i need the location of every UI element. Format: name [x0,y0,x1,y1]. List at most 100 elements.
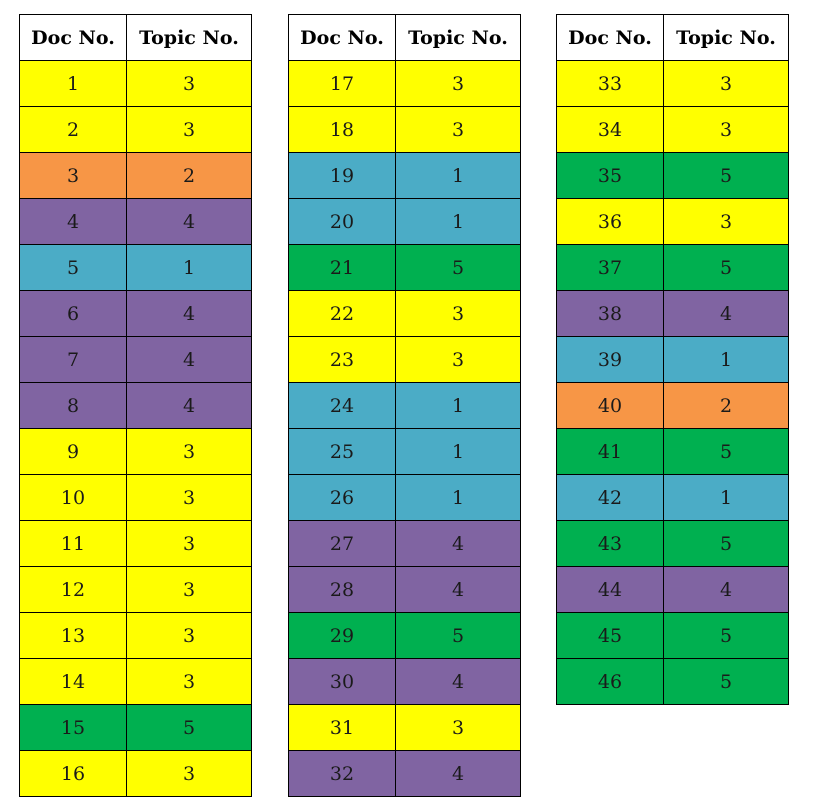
topic-no-cell: 3 [663,60,789,107]
table-row: 31 3 [288,704,521,751]
topic-no-cell: 4 [395,750,521,797]
table-row: 22 3 [288,290,521,337]
table-row: 30 4 [288,658,521,705]
table-row: 11 3 [19,520,252,567]
table-row: 10 3 [19,474,252,521]
table-row: 27 4 [288,520,521,567]
table-row: 41 5 [556,428,789,475]
doc-no-cell: 21 [288,244,396,291]
table-row: 39 1 [556,336,789,383]
doc-no-cell: 3 [19,152,127,199]
doc-no-cell: 38 [556,290,664,337]
topic-no-header: Topic No. [395,14,521,61]
topic-no-header: Topic No. [663,14,789,61]
doc-no-cell: 7 [19,336,127,383]
doc-no-cell: 18 [288,106,396,153]
doc-no-cell: 37 [556,244,664,291]
table-row: 15 5 [19,704,252,751]
topic-no-cell: 3 [395,704,521,751]
topic-no-cell: 4 [395,658,521,705]
table-row: 28 4 [288,566,521,613]
doc-no-cell: 42 [556,474,664,521]
doc-topic-table-2: Doc No. Topic No. 17 3 18 3 19 1 20 1 21 5 22 3 23 3 2… [288,14,521,797]
topic-no-cell: 3 [395,60,521,107]
header-row: Doc No. Topic No. [556,14,789,61]
topic-no-cell: 3 [126,520,252,567]
table-row: 23 3 [288,336,521,383]
doc-no-cell: 15 [19,704,127,751]
doc-no-cell: 30 [288,658,396,705]
header-row: Doc No. Topic No. [288,14,521,61]
doc-no-header: Doc No. [556,14,664,61]
table-row: 25 1 [288,428,521,475]
table-row: 34 3 [556,106,789,153]
topic-no-cell: 5 [663,520,789,567]
table-row: 19 1 [288,152,521,199]
table-row: 42 1 [556,474,789,521]
topic-no-cell: 3 [126,106,252,153]
table-row: 32 4 [288,750,521,797]
table-row: 16 3 [19,750,252,797]
topic-no-cell: 3 [126,658,252,705]
topic-no-cell: 3 [395,290,521,337]
doc-topic-table-3: Doc No. Topic No. 33 3 34 3 35 5 36 3 37 5 38 4 39 1 4… [556,14,789,705]
topic-no-cell: 1 [663,336,789,383]
doc-no-cell: 9 [19,428,127,475]
doc-no-cell: 29 [288,612,396,659]
doc-no-cell: 35 [556,152,664,199]
table-row: 18 3 [288,106,521,153]
doc-no-cell: 32 [288,750,396,797]
table-row: 45 5 [556,612,789,659]
doc-no-cell: 39 [556,336,664,383]
table-row: 26 1 [288,474,521,521]
topic-no-cell: 4 [126,336,252,383]
topic-no-cell: 5 [663,658,789,705]
doc-no-cell: 16 [19,750,127,797]
doc-no-cell: 44 [556,566,664,613]
doc-no-cell: 27 [288,520,396,567]
table-row: 40 2 [556,382,789,429]
doc-no-cell: 12 [19,566,127,613]
topic-no-cell: 1 [395,428,521,475]
table-row: 24 1 [288,382,521,429]
doc-no-cell: 40 [556,382,664,429]
topic-no-cell: 1 [395,152,521,199]
doc-no-cell: 17 [288,60,396,107]
table-row: 36 3 [556,198,789,245]
table-row: 33 3 [556,60,789,107]
table-row: 37 5 [556,244,789,291]
topic-no-cell: 1 [395,474,521,521]
table-row: 38 4 [556,290,789,337]
doc-no-header: Doc No. [288,14,396,61]
topic-no-cell: 3 [126,60,252,107]
doc-no-cell: 28 [288,566,396,613]
topic-no-cell: 5 [395,244,521,291]
table-row: 17 3 [288,60,521,107]
table-row: 43 5 [556,520,789,567]
topic-no-cell: 4 [126,290,252,337]
doc-no-cell: 4 [19,198,127,245]
topic-no-cell: 4 [395,520,521,567]
topic-no-cell: 4 [126,382,252,429]
topic-no-cell: 5 [395,612,521,659]
doc-no-header: Doc No. [19,14,127,61]
doc-no-cell: 22 [288,290,396,337]
doc-no-cell: 13 [19,612,127,659]
doc-no-cell: 24 [288,382,396,429]
doc-no-cell: 23 [288,336,396,383]
topic-no-cell: 3 [395,336,521,383]
topic-no-cell: 3 [126,750,252,797]
topic-no-cell: 4 [663,566,789,613]
topic-no-cell: 4 [126,198,252,245]
doc-no-cell: 8 [19,382,127,429]
topic-no-cell: 3 [126,566,252,613]
doc-no-cell: 41 [556,428,664,475]
doc-no-cell: 14 [19,658,127,705]
doc-no-cell: 33 [556,60,664,107]
doc-no-cell: 31 [288,704,396,751]
header-row: Doc No. Topic No. [19,14,252,61]
topic-no-cell: 1 [126,244,252,291]
